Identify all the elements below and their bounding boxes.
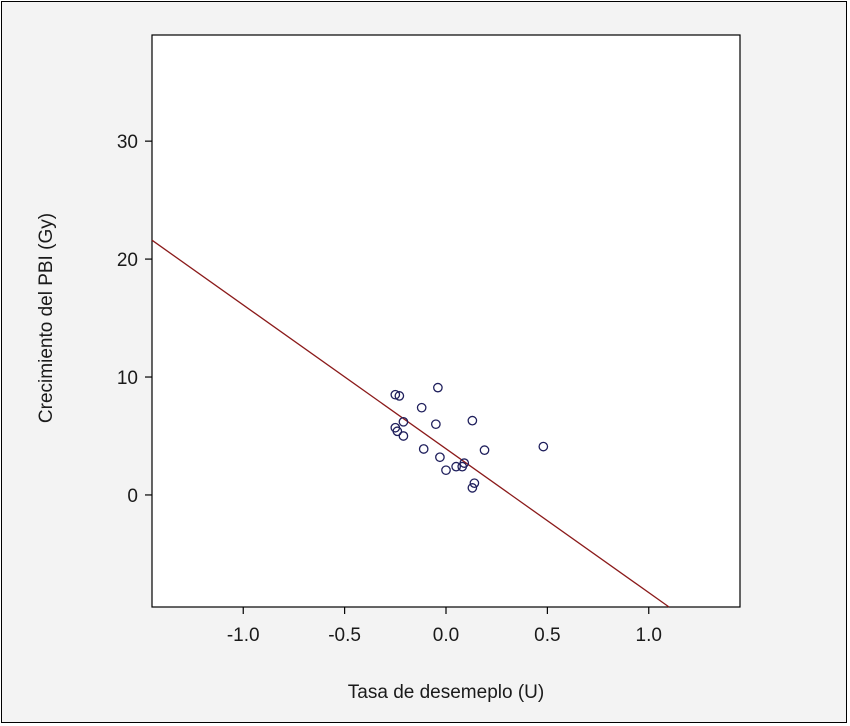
x-tick-label: 1.0 [636, 625, 662, 646]
data-point [441, 465, 451, 476]
x-axis-title: Tasa de desemeplo (U) [348, 682, 544, 703]
data-point [418, 444, 429, 454]
x-tick-label: -1.0 [227, 625, 260, 646]
y-axis-title: Crecimiento del PBI (Gy) [36, 213, 57, 423]
data-point [457, 461, 468, 472]
y-axis: 0 10 20 30 [117, 132, 152, 507]
y-tick-label: 0 [127, 486, 138, 507]
y-tick-label: 30 [117, 132, 138, 153]
data-point [451, 461, 461, 472]
data-points [390, 382, 549, 493]
data-point [394, 391, 405, 401]
x-tick-label: 0.5 [534, 625, 560, 646]
data-point [398, 416, 409, 427]
data-point [467, 483, 478, 493]
regression-line [151, 239, 670, 608]
y-tick-label: 10 [117, 368, 138, 389]
data-point [538, 441, 549, 452]
data-point [433, 382, 443, 393]
data-point [392, 426, 403, 437]
regression-line-group [151, 239, 670, 608]
plot-area [151, 34, 741, 608]
x-tick-label: -0.5 [328, 625, 361, 646]
data-point [435, 452, 445, 463]
y-tick-label: 20 [117, 250, 138, 271]
data-point [398, 431, 409, 441]
data-point [416, 402, 427, 413]
data-point [479, 445, 490, 455]
data-point [431, 419, 441, 430]
x-tick-label: 0.0 [433, 625, 459, 646]
data-point [467, 415, 478, 426]
data-point [469, 478, 480, 489]
x-axis: -1.0 -0.5 0.0 0.5 1.0 [227, 607, 662, 646]
data-point [390, 389, 401, 400]
